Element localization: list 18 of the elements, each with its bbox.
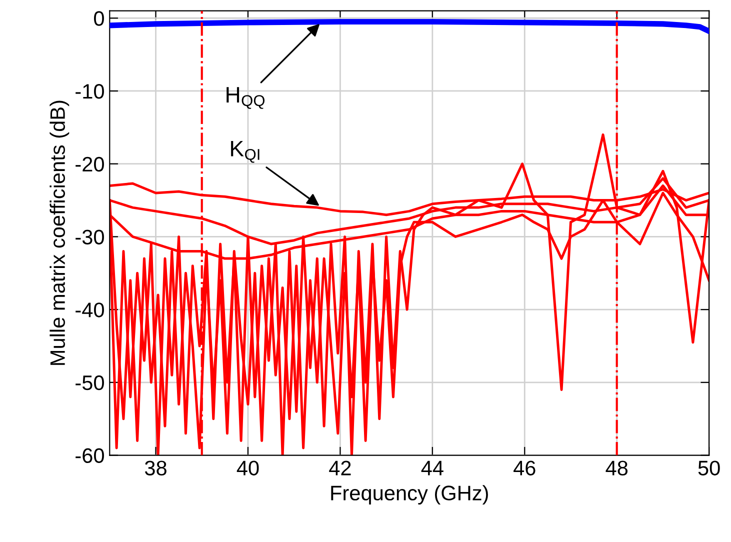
annotation: H$_{QQ}$ (226, 87, 265, 109)
x-tick-label: 46 (514, 460, 536, 476)
y-tick-label: -10 (76, 84, 104, 99)
x-tick-label: 38 (144, 460, 166, 476)
x-tick-label: 50 (698, 460, 720, 476)
y-axis-title: Mulle matrix coefficients (dB) (50, 100, 70, 365)
x-tick-label: 40 (236, 460, 259, 476)
x-axis-title: Frequency (GHz) (331, 485, 488, 505)
y-tick-label: -50 (76, 375, 104, 390)
y-tick-label: -40 (76, 302, 104, 318)
x-tick-label: 44 (421, 460, 444, 476)
y-tick-label: -60 (76, 448, 104, 464)
y-tick-label: 0 (94, 11, 104, 26)
x-tick-label: 42 (329, 460, 351, 476)
annotation: K$_{QI}$ (231, 141, 260, 163)
y-tick-label: -30 (76, 230, 104, 244)
x-tick-label: 48 (606, 460, 628, 476)
y-tick-label: -20 (76, 156, 104, 172)
